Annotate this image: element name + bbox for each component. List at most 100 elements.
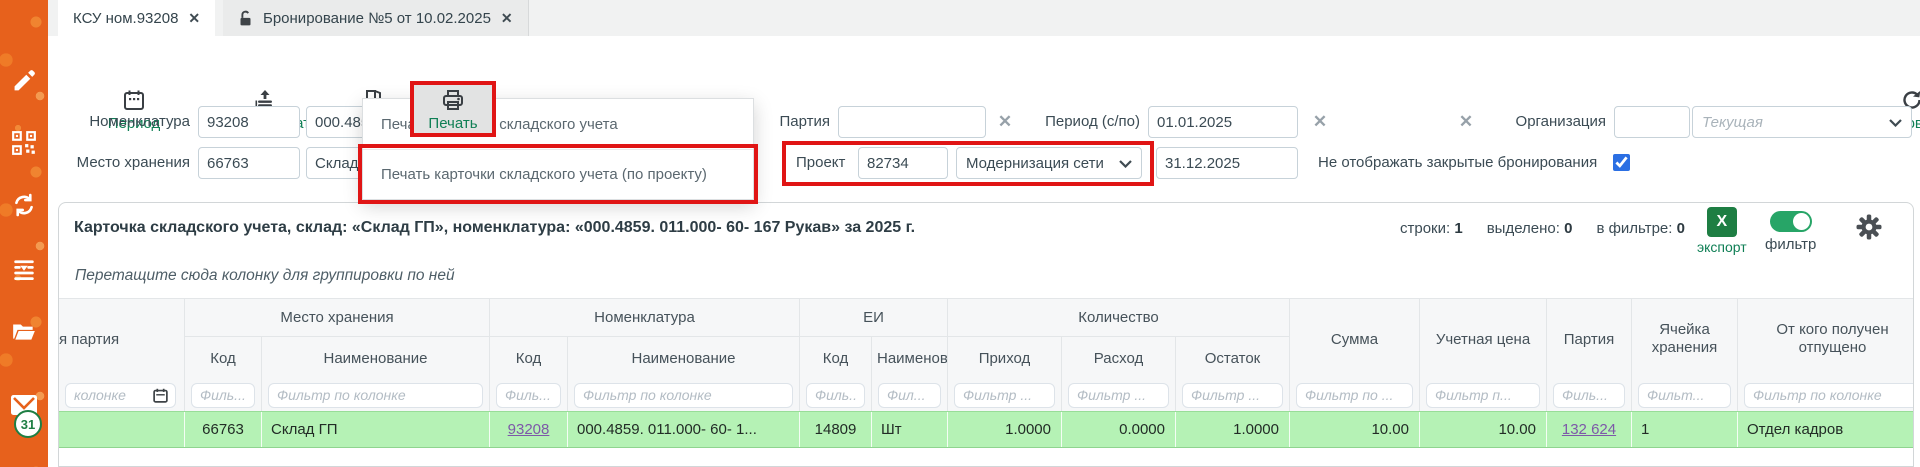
filtered-value: 0 bbox=[1676, 219, 1685, 237]
project-select[interactable]: Модернизация сети bbox=[956, 147, 1142, 179]
batch-input[interactable] bbox=[838, 106, 986, 138]
column-header-from-whom[interactable]: От кого получен отпущено bbox=[1738, 299, 1913, 379]
batch-label: Партия bbox=[779, 113, 830, 130]
excel-icon: X bbox=[1706, 207, 1737, 237]
qr-button[interactable] bbox=[9, 128, 39, 158]
filter-input[interactable] bbox=[878, 382, 941, 408]
organization-clear-icon[interactable]: ✕ bbox=[1458, 112, 1474, 131]
column-header-partiya[interactable]: я партия bbox=[59, 299, 185, 379]
nomenclature-link[interactable]: 93208 bbox=[507, 421, 550, 438]
close-icon[interactable]: ✕ bbox=[500, 9, 513, 26]
group-header-nomenclature[interactable]: Номенклатура bbox=[490, 299, 800, 337]
chevron-down-icon bbox=[1889, 119, 1902, 127]
column-header-expense[interactable]: Расход bbox=[1062, 337, 1176, 379]
organization-select[interactable]: Текущая bbox=[1692, 106, 1912, 138]
filter-input[interactable] bbox=[1426, 382, 1540, 408]
nomenclature-code-input[interactable] bbox=[198, 106, 300, 138]
selected-value: 0 bbox=[1564, 219, 1573, 237]
cell-price: 10.00 bbox=[1420, 412, 1547, 447]
column-header-income[interactable]: Приход bbox=[948, 337, 1062, 379]
printer-icon bbox=[443, 89, 463, 110]
group-header-unit[interactable]: ЕИ bbox=[800, 299, 948, 337]
cell-batch: 132 624 bbox=[1547, 412, 1632, 447]
group-header-storage[interactable]: Место хранения bbox=[185, 299, 490, 337]
group-header-quantity[interactable]: Количество bbox=[948, 299, 1290, 337]
cell-sum: 10.00 bbox=[1290, 412, 1420, 447]
filter-input[interactable] bbox=[1744, 382, 1913, 408]
edit-button[interactable] bbox=[9, 66, 39, 96]
cell-storage-name: Склад ГП bbox=[262, 412, 490, 447]
toggle-on-icon bbox=[1769, 211, 1812, 232]
print-menu: Печать карточки складского учета Печать … bbox=[362, 98, 754, 200]
tab-booking[interactable]: Бронирование №5 от 10.02.2025 ✕ bbox=[223, 0, 529, 36]
batch-clear-icon[interactable]: ✕ bbox=[997, 112, 1013, 131]
print-button[interactable]: Печать bbox=[410, 81, 496, 137]
cell-partiya bbox=[59, 412, 185, 447]
filter-input[interactable] bbox=[191, 382, 255, 408]
nomenclature-label: Номенклатура bbox=[89, 113, 190, 130]
column-header-nom-code[interactable]: Код bbox=[490, 337, 568, 379]
app-sidebar bbox=[0, 0, 48, 467]
filter-input[interactable] bbox=[496, 382, 561, 408]
column-header-unit-name[interactable]: Наименование bbox=[872, 337, 948, 379]
storage-code-input[interactable] bbox=[198, 147, 300, 179]
filtered-label: в фильтре: bbox=[1596, 219, 1673, 237]
filter-input[interactable] bbox=[1553, 382, 1625, 408]
export-button[interactable]: X экспорт bbox=[1697, 207, 1747, 255]
tab-ksu[interactable]: КСУ ном.93208 ✕ bbox=[58, 0, 216, 36]
project-code-input[interactable] bbox=[858, 147, 948, 179]
period-to-input[interactable] bbox=[1156, 147, 1298, 179]
column-header-sum[interactable]: Сумма bbox=[1290, 299, 1420, 379]
period-range-label: Период (с/по) bbox=[1045, 113, 1140, 130]
sync-button[interactable] bbox=[9, 190, 39, 220]
column-header-nom-name[interactable]: Наименование bbox=[568, 337, 800, 379]
period-from-input[interactable] bbox=[1148, 106, 1298, 138]
column-header-storage-code[interactable]: Код bbox=[185, 337, 262, 379]
column-header-price[interactable]: Учетная цена bbox=[1420, 299, 1547, 379]
filter-input[interactable] bbox=[1068, 382, 1169, 408]
hide-closed-checkbox[interactable] bbox=[1613, 154, 1630, 171]
filter-input[interactable] bbox=[1182, 382, 1283, 408]
tab-label: Бронирование №5 от 10.02.2025 bbox=[263, 9, 491, 27]
mail-count-badge[interactable]: 31 bbox=[14, 410, 42, 438]
column-header-balance[interactable]: Остаток bbox=[1176, 337, 1290, 379]
filter-input[interactable] bbox=[574, 382, 793, 408]
data-grid-header: я партия Место хранения Номенклатура ЕИ … bbox=[59, 299, 1913, 411]
period-label: Период bbox=[107, 114, 161, 132]
calendar-icon[interactable] bbox=[152, 387, 169, 404]
filter-input[interactable] bbox=[1638, 382, 1731, 408]
cell-nom-code: 93208 bbox=[490, 412, 568, 447]
open-folder-icon bbox=[13, 324, 35, 340]
column-header-batch[interactable]: Партия bbox=[1547, 299, 1632, 379]
period-button[interactable]: Период bbox=[86, 82, 182, 136]
toolbar: Период Сформировать Закрыть Печать Обнов… bbox=[48, 36, 1920, 137]
folder-button[interactable] bbox=[9, 316, 39, 346]
print-menu-item-card-project[interactable]: Печать карточки складского учета (по про… bbox=[363, 149, 753, 199]
project-value: Модернизация сети bbox=[966, 154, 1104, 172]
filter-input[interactable] bbox=[954, 382, 1055, 408]
settings-gear-icon[interactable] bbox=[1854, 212, 1884, 242]
close-icon[interactable]: ✕ bbox=[188, 9, 201, 26]
column-header-unit-code[interactable]: Код bbox=[800, 337, 872, 379]
filter-toggle[interactable]: фильтр bbox=[1765, 211, 1816, 253]
column-header-cell[interactable]: Ячейка хранения bbox=[1632, 299, 1738, 379]
filter-input[interactable] bbox=[268, 382, 483, 408]
filter-input[interactable] bbox=[1296, 382, 1413, 408]
project-label: Проект bbox=[796, 154, 846, 171]
period-clear-icon[interactable]: ✕ bbox=[1312, 112, 1328, 131]
selected-label: выделено: bbox=[1486, 219, 1560, 237]
column-header-storage-name[interactable]: Наименование bbox=[262, 337, 490, 379]
table-row[interactable]: 66763 Склад ГП 93208 000.4859. 011.000- … bbox=[59, 411, 1913, 448]
print-label: Печать bbox=[428, 114, 478, 132]
batch-link[interactable]: 132 624 bbox=[1561, 421, 1617, 438]
organization-code-input[interactable] bbox=[1614, 106, 1690, 138]
hide-closed-label: Не отображать закрытые бронирования bbox=[1318, 154, 1598, 171]
storage-label: Место хранения bbox=[76, 154, 190, 171]
tab-bar: КСУ ном.93208 ✕ Бронирование №5 от 10.02… bbox=[48, 0, 1920, 36]
rows-label: строки: bbox=[1400, 219, 1451, 237]
qr-code-icon bbox=[12, 131, 36, 155]
filter-partiya-placeholder: колонке bbox=[74, 387, 126, 403]
filter-input[interactable] bbox=[806, 382, 865, 408]
tab-label: КСУ ном.93208 bbox=[73, 9, 179, 27]
download-list-button[interactable] bbox=[9, 254, 39, 284]
